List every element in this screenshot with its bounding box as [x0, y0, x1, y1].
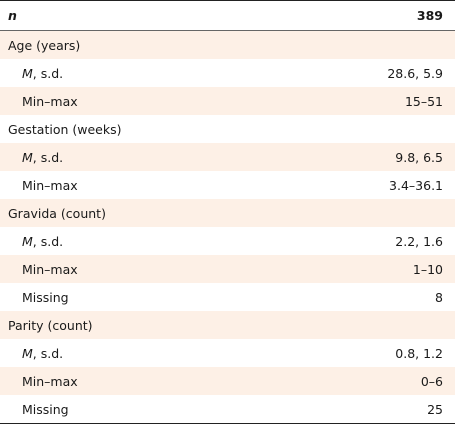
- row-label: M, s.d.: [8, 346, 63, 361]
- row-value: 2.2, 1.6: [395, 233, 443, 249]
- header-value: 389: [416, 8, 443, 23]
- row-label: Missing: [22, 289, 69, 305]
- row-label-rest: , s.d.: [32, 65, 64, 81]
- row-label: Missing: [22, 401, 69, 417]
- table-row: M, s.d. 28.6, 5.9: [0, 59, 455, 87]
- row-label-rest: , s.d.: [32, 233, 64, 249]
- row-label: M, s.d.: [8, 150, 63, 165]
- table-row: Min–max 1–10: [0, 255, 455, 283]
- row-label: Gravida (count): [8, 205, 106, 221]
- row-label: M, s.d.: [8, 234, 63, 249]
- row-label: Parity (count): [8, 317, 93, 333]
- row-label-rest: , s.d.: [32, 345, 64, 361]
- table-row: M, s.d. 0.8, 1.2: [0, 339, 455, 367]
- table-row: Missing 25: [0, 395, 455, 423]
- row-label-italic: M: [22, 65, 33, 81]
- row-value: 8: [435, 289, 443, 305]
- header-label: n: [8, 8, 17, 23]
- row-label-italic: M: [22, 345, 33, 361]
- table-row: M, s.d. 9.8, 6.5: [0, 143, 455, 171]
- row-label: Min–max: [22, 177, 78, 193]
- table-header-row: n 389: [0, 1, 455, 31]
- row-label: Gestation (weeks): [8, 121, 122, 137]
- row-value: 28.6, 5.9: [387, 65, 443, 81]
- table-row: Age (years): [0, 31, 455, 59]
- table-row: Min–max 15–51: [0, 87, 455, 115]
- row-value: 1–10: [412, 261, 443, 277]
- row-label-italic: M: [22, 149, 33, 165]
- table-row: Parity (count): [0, 311, 455, 339]
- row-label: Min–max: [22, 93, 78, 109]
- row-value: 3.4–36.1: [389, 177, 443, 193]
- table-row: M, s.d. 2.2, 1.6: [0, 227, 455, 255]
- table-row: Gestation (weeks): [0, 115, 455, 143]
- row-value: 15–51: [404, 93, 443, 109]
- row-label-rest: , s.d.: [32, 149, 64, 165]
- row-value: 9.8, 6.5: [395, 149, 443, 165]
- row-label: Min–max: [22, 261, 78, 277]
- row-label: Min–max: [22, 373, 78, 389]
- row-label-italic: M: [22, 233, 33, 249]
- table-row: Min–max 3.4–36.1: [0, 171, 455, 199]
- row-value: 0–6: [420, 373, 443, 389]
- row-label: M, s.d.: [8, 66, 63, 81]
- row-value: 25: [427, 401, 443, 417]
- row-label: Age (years): [8, 37, 81, 53]
- row-value: 0.8, 1.2: [395, 345, 443, 361]
- table-row: Gravida (count): [0, 199, 455, 227]
- table-row: Missing 8: [0, 283, 455, 311]
- table-row: Min–max 0–6: [0, 367, 455, 395]
